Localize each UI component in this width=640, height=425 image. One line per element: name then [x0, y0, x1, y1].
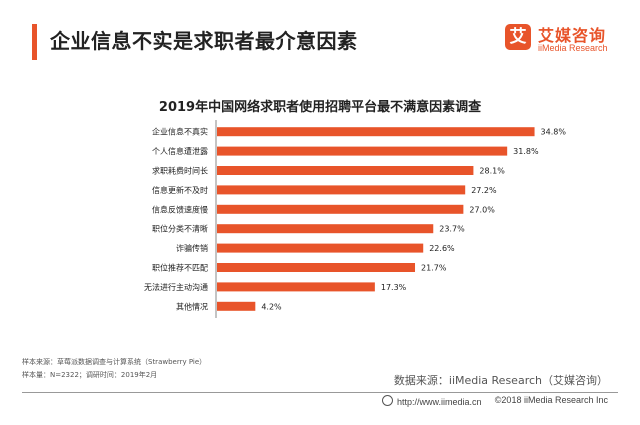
title-accent-bar	[32, 24, 37, 60]
data-label: 17.3%	[381, 283, 407, 292]
data-label: 4.2%	[261, 302, 282, 311]
data-label: 22.6%	[429, 244, 455, 253]
data-label: 27.2%	[471, 186, 497, 195]
category-label: 信息反馈速度慢	[152, 204, 208, 214]
data-label: 28.1%	[479, 167, 505, 176]
logo-name-cn: 艾媒咨询	[538, 26, 607, 45]
globe-icon	[382, 395, 393, 406]
data-source: 数据来源：iiMedia Research（艾媒咨询）	[393, 374, 608, 387]
logo-mark-icon: 艾	[505, 24, 531, 50]
bar	[217, 263, 416, 272]
logo-name-en: iiMedia Research	[538, 43, 608, 53]
footer-url-link[interactable]: http://www.iimedia.cn	[382, 395, 482, 407]
footer-url-text: http://www.iimedia.cn	[397, 397, 482, 407]
data-label: 21.7%	[421, 264, 447, 273]
category-label: 职位推荐不匹配	[152, 263, 208, 273]
category-label: 求职耗费时间长	[152, 166, 208, 176]
bar	[217, 204, 464, 214]
bar	[217, 224, 434, 234]
category-label: 信息更新不及时	[152, 185, 208, 195]
footer-copyright: ©2018 iiMedia Research Inc	[494, 395, 608, 405]
chart-title: 2019年中国网络求职者使用招聘平台最不满意因素调查	[158, 100, 482, 115]
bar	[217, 282, 375, 292]
sample-source-note: 样本来源：草莓派数据调查与计算系统（Strawberry Pie）	[22, 358, 207, 366]
category-label: 企业信息不真实	[152, 127, 208, 137]
data-label: 34.8%	[541, 128, 567, 137]
data-label: 23.7%	[439, 225, 465, 234]
bar	[217, 146, 508, 156]
data-label: 27.0%	[469, 205, 495, 214]
sample-size-note: 样本量：N=2322；调研时间：2019年2月	[22, 371, 158, 379]
category-label: 无法进行主动沟通	[144, 282, 208, 292]
category-label: 诈骗传销	[176, 243, 208, 253]
category-label: 其他情况	[176, 301, 208, 311]
footer-divider	[22, 392, 618, 393]
bar	[217, 127, 535, 137]
bar	[217, 243, 424, 253]
iimedia-logo: 艾 艾媒咨询 iiMedia Research	[505, 22, 625, 62]
category-label: 个人信息遭泄露	[152, 146, 208, 156]
category-label: 职位分类不清晰	[152, 224, 208, 234]
data-label: 31.8%	[513, 147, 539, 156]
bar	[217, 166, 474, 175]
bar	[217, 301, 256, 311]
bar	[217, 185, 466, 195]
page-title: 企业信息不实是求职者最介意因素	[50, 29, 358, 53]
